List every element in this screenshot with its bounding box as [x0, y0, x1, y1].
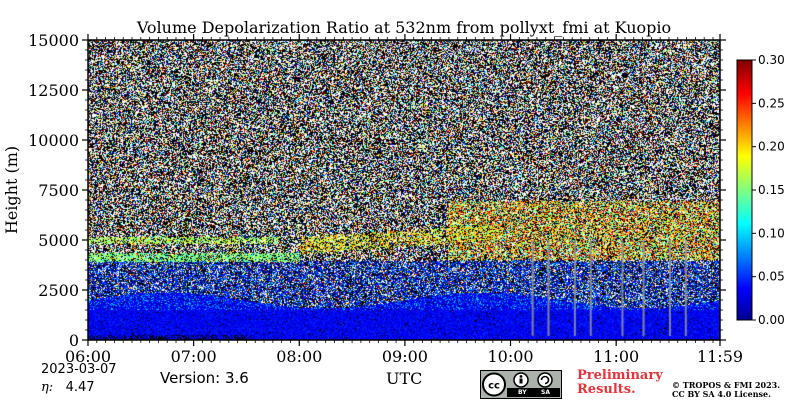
- colorbar-tick-label: 0.05: [758, 270, 785, 284]
- cc-icon: [482, 372, 506, 397]
- preliminary-line-1: Preliminary: [577, 368, 663, 383]
- y-tick-label: 7500: [38, 181, 79, 200]
- x-tick-label: 11:59: [697, 347, 743, 366]
- colorbar: 0.00 0.05 0.10 0.15 0.20 0.25 0.30: [736, 53, 785, 327]
- colorbar-tick-label: 0.30: [758, 53, 785, 67]
- y-axis: 0 2500 5000 7500 10000 12500 15000: [28, 31, 726, 350]
- eta-label: η: 4.47: [41, 380, 95, 395]
- eta-symbol: η:: [41, 380, 54, 395]
- chart-title: Volume Depolarization Ratio at 532nm fro…: [136, 18, 671, 37]
- colorbar-tick-label: 0.10: [758, 226, 785, 240]
- depolarization-heatmap: [88, 40, 720, 340]
- y-tick-label: 15000: [28, 31, 79, 50]
- x-tick-label: 10:00: [487, 347, 533, 366]
- copyright-line-1: © TROPOS & FMI 2023.: [672, 380, 781, 390]
- y-tick-label: 0: [69, 331, 79, 350]
- y-tick-label: 2500: [38, 281, 79, 300]
- x-tick-label: 09:00: [382, 347, 428, 366]
- date-label: 2023-03-07: [41, 362, 117, 377]
- svg-text:cc: cc: [488, 381, 500, 392]
- x-tick-label: 07:00: [171, 347, 217, 366]
- x-axis-label: UTC: [386, 369, 423, 388]
- preliminary-line-2: Results.: [577, 382, 636, 397]
- colorbar-gradient: [736, 59, 753, 321]
- x-tick-label: 11:00: [593, 347, 639, 366]
- cc-license-badge: cc BY SA: [480, 370, 562, 399]
- colorbar-tick-label: 0.20: [758, 140, 785, 154]
- y-tick-label: 10000: [28, 131, 79, 150]
- plot-area: [87, 39, 721, 341]
- colorbar-tick-label: 0.15: [758, 183, 785, 197]
- preliminary-results-label: Preliminary Results.: [577, 369, 663, 397]
- copyright-line-2: CC BY SA 4.0 License.: [672, 389, 771, 399]
- cc-by-text: BY: [518, 389, 527, 396]
- sa-icon: [537, 372, 553, 388]
- x-tick-label: 08:00: [276, 347, 322, 366]
- y-tick-label: 12500: [28, 81, 79, 100]
- colorbar-tick-label: 0.25: [758, 96, 785, 110]
- copyright-label: © TROPOS & FMI 2023. CC BY SA 4.0 Licens…: [672, 381, 780, 399]
- x-axis: 06:00 07:00 08:00 09:00 10:00 11:00 11:59: [65, 34, 743, 366]
- y-axis-label: Height (m): [2, 146, 21, 234]
- version-label: Version: 3.6: [160, 369, 249, 387]
- eta-value: 4.47: [65, 380, 95, 395]
- colorbar-tick-label: 0.00: [758, 313, 785, 327]
- y-tick-label: 5000: [38, 231, 79, 250]
- cc-sa-text: SA: [541, 389, 550, 396]
- x-tick-label: 06:00: [65, 347, 111, 366]
